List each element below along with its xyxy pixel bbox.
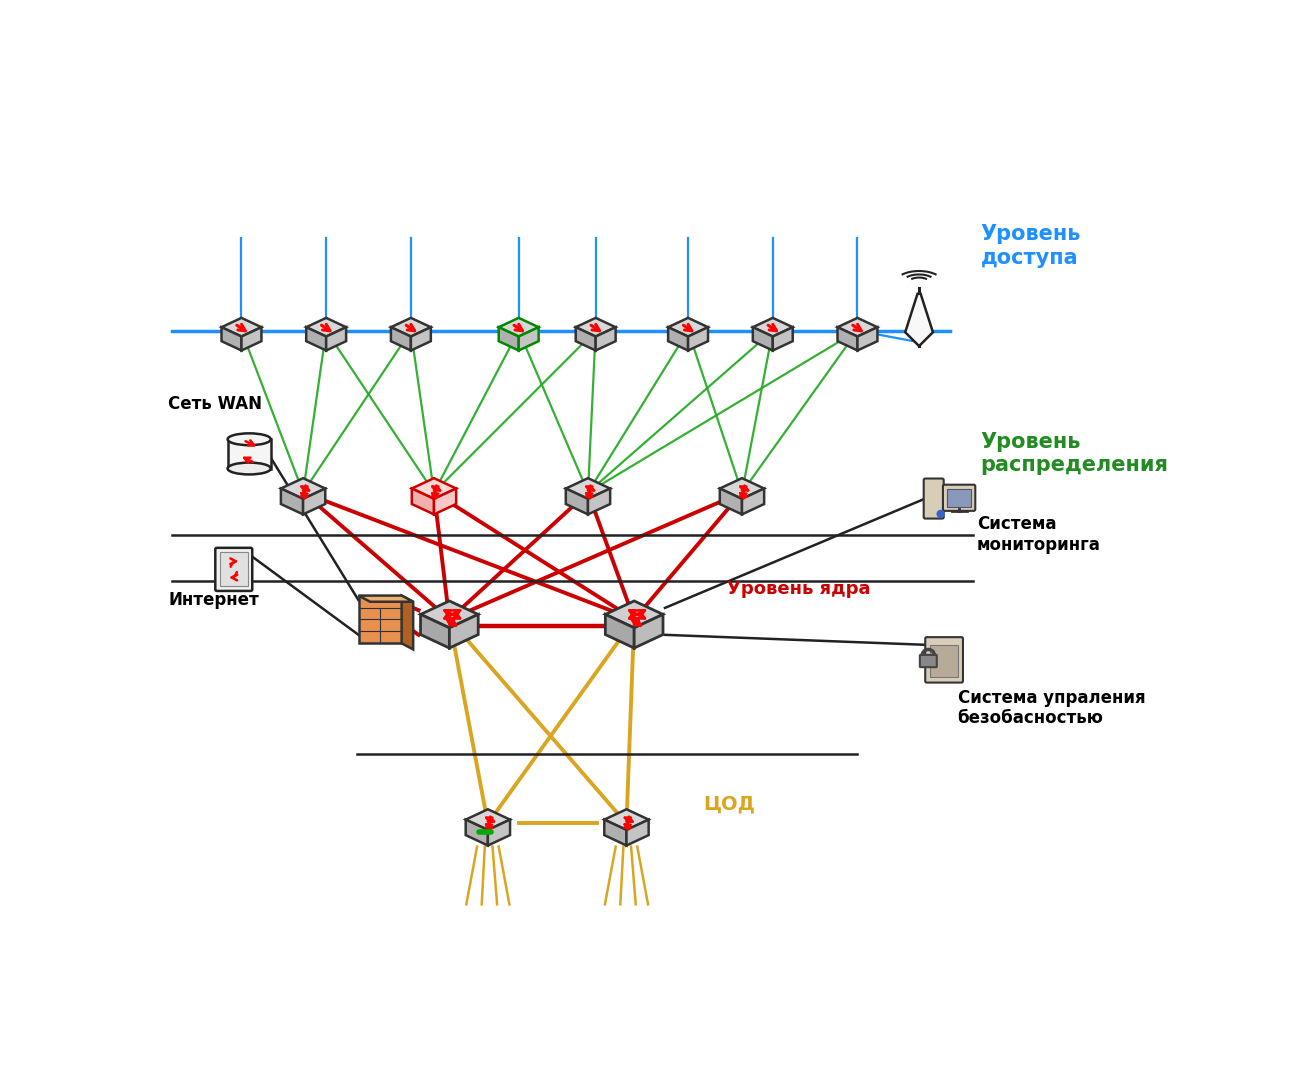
Text: Система
мониторинга: Система мониторинга (977, 516, 1100, 555)
Circle shape (937, 510, 944, 518)
Polygon shape (742, 489, 764, 515)
FancyBboxPatch shape (215, 548, 253, 591)
Polygon shape (306, 318, 346, 336)
Polygon shape (906, 294, 933, 346)
Polygon shape (488, 819, 510, 845)
Polygon shape (604, 819, 627, 845)
Polygon shape (688, 328, 708, 350)
Polygon shape (466, 810, 510, 830)
Polygon shape (359, 596, 413, 602)
Ellipse shape (227, 433, 271, 445)
Polygon shape (566, 489, 588, 515)
Polygon shape (635, 614, 663, 648)
Polygon shape (627, 819, 649, 845)
Polygon shape (668, 318, 708, 336)
Polygon shape (449, 614, 479, 648)
FancyBboxPatch shape (925, 637, 962, 682)
Polygon shape (499, 328, 519, 350)
Polygon shape (281, 478, 325, 498)
FancyBboxPatch shape (943, 484, 975, 511)
Polygon shape (401, 596, 413, 650)
FancyBboxPatch shape (219, 552, 248, 586)
Polygon shape (412, 478, 457, 498)
Polygon shape (281, 489, 303, 515)
Polygon shape (753, 328, 773, 350)
Polygon shape (326, 328, 346, 350)
Polygon shape (466, 819, 488, 845)
Polygon shape (604, 810, 649, 830)
Polygon shape (720, 478, 764, 498)
Polygon shape (588, 489, 610, 515)
Polygon shape (596, 328, 615, 350)
Polygon shape (837, 328, 858, 350)
Polygon shape (412, 489, 433, 515)
Text: Уровень
распределения: Уровень распределения (980, 432, 1169, 476)
Polygon shape (306, 328, 326, 350)
Text: Уровень
доступа: Уровень доступа (980, 225, 1081, 268)
Polygon shape (605, 601, 663, 628)
Polygon shape (720, 489, 742, 515)
Text: Сеть WAN: Сеть WAN (168, 395, 262, 413)
Polygon shape (421, 614, 449, 648)
Polygon shape (412, 328, 431, 350)
Polygon shape (359, 596, 401, 643)
FancyBboxPatch shape (227, 439, 271, 468)
Polygon shape (433, 489, 457, 515)
Polygon shape (222, 318, 262, 336)
Polygon shape (391, 328, 412, 350)
FancyBboxPatch shape (924, 479, 944, 519)
Polygon shape (566, 478, 610, 498)
Text: ЦОД: ЦОД (703, 795, 756, 814)
FancyBboxPatch shape (930, 645, 958, 677)
Polygon shape (575, 328, 596, 350)
Ellipse shape (227, 463, 271, 475)
Polygon shape (519, 328, 539, 350)
FancyBboxPatch shape (947, 489, 971, 507)
Text: Интернет: Интернет (168, 591, 259, 610)
Polygon shape (753, 318, 793, 336)
Polygon shape (222, 328, 241, 350)
Polygon shape (421, 601, 479, 628)
Polygon shape (605, 614, 635, 648)
Polygon shape (575, 318, 615, 336)
Polygon shape (837, 318, 877, 336)
Polygon shape (303, 489, 325, 515)
Polygon shape (773, 328, 793, 350)
Polygon shape (391, 318, 431, 336)
Polygon shape (668, 328, 688, 350)
FancyBboxPatch shape (920, 655, 937, 667)
Polygon shape (499, 318, 539, 336)
Text: Система упраления
безобасностью: Система упраления безобасностью (957, 689, 1146, 728)
Text: Уровень ядра: Уровень ядра (726, 579, 869, 598)
Polygon shape (241, 328, 262, 350)
Polygon shape (858, 328, 877, 350)
